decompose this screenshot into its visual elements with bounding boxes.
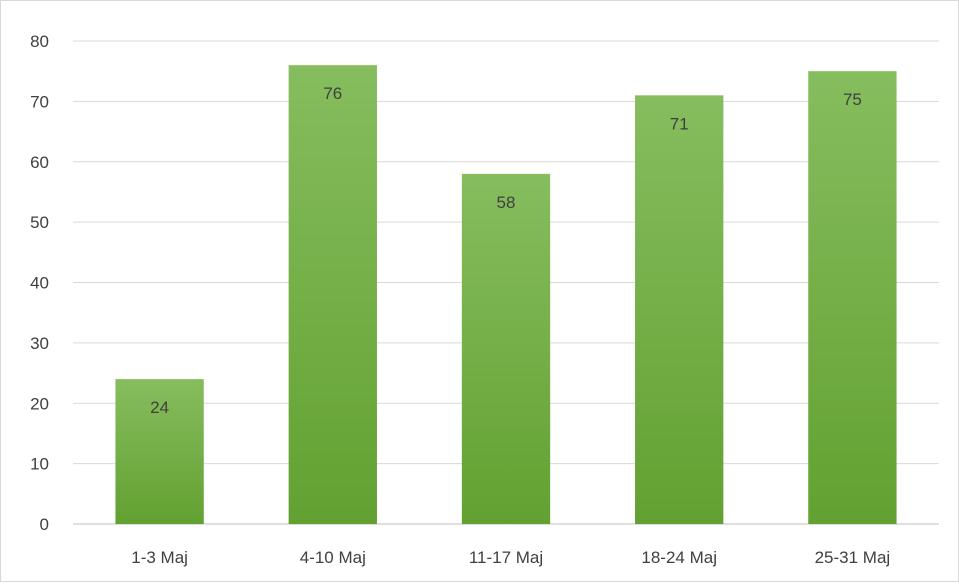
bar-4 — [635, 95, 724, 525]
data-label: 75 — [843, 90, 862, 109]
bar-3 — [461, 173, 551, 524]
data-label: 76 — [323, 84, 342, 103]
x-tick-label: 4-10 Maj — [300, 548, 366, 567]
y-axis-ticks: 0 10 20 30 40 50 60 70 80 — [30, 32, 49, 534]
x-axis-ticks: 1-3 Maj 4-10 Maj 11-17 Maj 18-24 Maj 25-31 M… — [131, 548, 890, 567]
y-tick-label: 40 — [30, 274, 49, 293]
y-tick-label: 20 — [30, 394, 49, 413]
x-tick-label: 25-31 Maj — [815, 548, 891, 567]
y-tick-label: 70 — [30, 92, 49, 111]
data-label: 24 — [150, 398, 169, 417]
y-tick-label: 10 — [30, 455, 49, 474]
x-tick-label: 11-17 Maj — [469, 548, 543, 567]
bar-1 — [115, 379, 204, 524]
data-label: 58 — [497, 193, 516, 212]
y-tick-label: 80 — [30, 32, 49, 51]
x-tick-label: 18-24 Maj — [641, 548, 717, 567]
bar-2 — [288, 65, 377, 525]
data-labels: 24 76 58 71 75 — [150, 84, 862, 417]
y-tick-label: 50 — [30, 213, 49, 232]
y-tick-label: 0 — [40, 515, 49, 534]
bar-5 — [808, 71, 897, 524]
x-tick-label: 1-3 Maj — [131, 548, 188, 567]
y-tick-label: 60 — [30, 153, 49, 172]
bars — [115, 65, 897, 525]
data-label: 71 — [670, 114, 689, 133]
y-tick-label: 30 — [30, 334, 49, 353]
